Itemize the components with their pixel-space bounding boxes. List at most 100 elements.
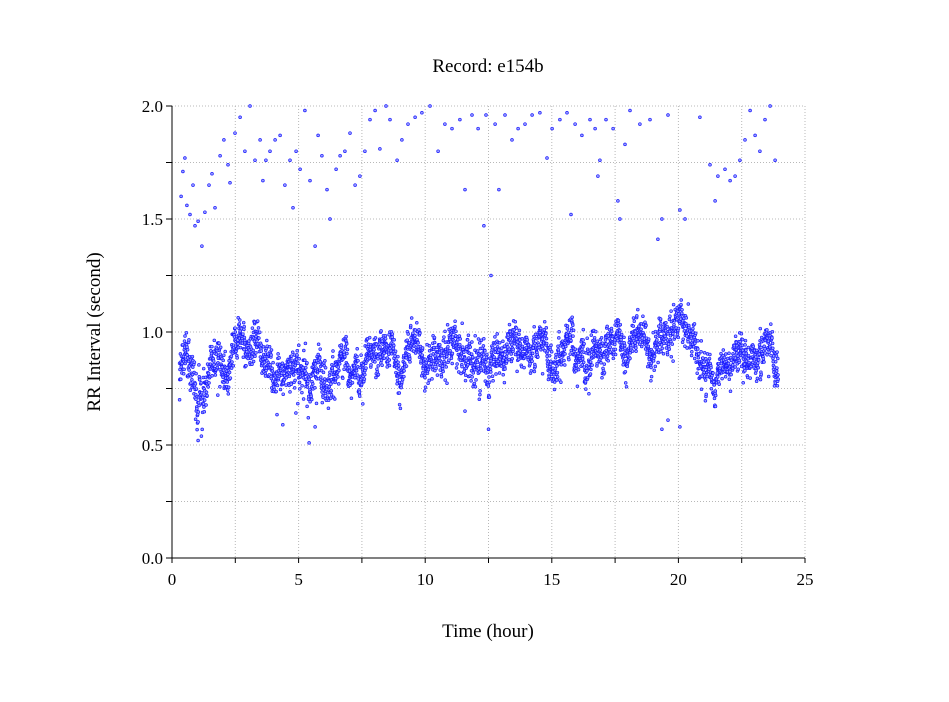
data-point <box>761 357 766 361</box>
data-point <box>641 314 645 318</box>
data-point <box>562 348 567 352</box>
data-point <box>418 331 422 336</box>
data-point <box>328 370 332 375</box>
data-point <box>194 392 198 397</box>
data-point <box>518 341 522 346</box>
data-point <box>196 410 201 414</box>
data-point <box>182 339 187 343</box>
data-point <box>218 153 222 158</box>
data-point <box>659 321 663 326</box>
data-point <box>304 365 308 370</box>
data-point <box>282 378 287 382</box>
data-point <box>490 374 495 378</box>
data-point <box>589 367 593 372</box>
data-point <box>723 167 727 172</box>
data-point <box>275 412 279 417</box>
data-point <box>419 373 424 378</box>
data-point <box>361 402 365 406</box>
data-point <box>497 371 502 375</box>
data-point <box>493 122 497 126</box>
data-point <box>237 322 242 326</box>
data-point <box>753 133 757 138</box>
data-point <box>466 363 470 367</box>
data-point <box>580 133 584 138</box>
x-tick-label: 25 <box>797 570 814 589</box>
data-point <box>431 352 436 356</box>
data-point <box>393 349 398 353</box>
data-point <box>696 338 700 343</box>
data-point <box>348 131 352 135</box>
data-point <box>734 351 739 355</box>
data-point <box>311 373 315 377</box>
data-point <box>183 156 187 160</box>
y-tick-label: 1.0 <box>142 323 163 342</box>
data-point <box>673 335 677 339</box>
data-point <box>539 326 543 331</box>
data-point <box>504 354 509 359</box>
data-point <box>762 360 766 364</box>
data-point <box>495 332 499 336</box>
data-point <box>665 352 670 357</box>
data-point <box>550 126 554 131</box>
data-point <box>730 363 735 367</box>
data-point <box>359 353 363 357</box>
x-tick-label: 20 <box>670 570 687 589</box>
data-point <box>202 398 207 402</box>
data-point <box>566 330 571 334</box>
data-point <box>411 331 415 335</box>
data-point <box>261 178 265 183</box>
data-point <box>251 348 255 353</box>
data-point <box>233 131 237 135</box>
data-point <box>207 183 211 187</box>
data-point <box>196 400 201 405</box>
data-point <box>664 321 668 325</box>
data-point <box>449 356 454 361</box>
data-point <box>406 122 410 126</box>
data-point <box>336 375 340 379</box>
data-point <box>307 377 312 382</box>
data-point <box>238 115 242 120</box>
data-point <box>487 395 492 399</box>
data-point <box>505 342 509 346</box>
data-point <box>426 367 431 372</box>
data-point <box>549 359 553 364</box>
data-point <box>571 323 575 327</box>
data-point <box>288 390 292 394</box>
x-tick-label: 10 <box>417 570 434 589</box>
data-point <box>211 359 216 363</box>
data-point <box>502 362 506 367</box>
data-point <box>221 358 225 363</box>
data-point <box>739 332 744 336</box>
data-point <box>738 158 742 162</box>
x-tick-label: 5 <box>294 570 303 589</box>
data-point <box>465 338 470 342</box>
data-point <box>398 406 403 411</box>
data-point <box>181 372 186 376</box>
data-point <box>649 365 653 370</box>
data-point <box>476 337 481 341</box>
data-point <box>613 352 618 357</box>
data-point <box>432 340 437 345</box>
data-point <box>746 345 751 350</box>
data-point <box>564 344 568 349</box>
data-point <box>765 352 769 357</box>
data-point <box>491 379 495 383</box>
data-point <box>660 325 665 329</box>
data-point <box>345 363 350 367</box>
data-point <box>423 385 428 389</box>
data-point <box>355 354 359 359</box>
data-point <box>364 366 368 370</box>
data-point <box>481 352 486 357</box>
data-point <box>210 374 214 378</box>
data-point <box>184 330 189 335</box>
data-point <box>280 361 285 365</box>
data-point <box>646 344 651 349</box>
data-point <box>587 392 591 396</box>
data-point <box>222 138 226 142</box>
data-point <box>689 353 694 358</box>
data-point <box>709 365 713 370</box>
y-tick-label: 0.0 <box>142 549 163 568</box>
data-point <box>484 360 488 364</box>
data-point <box>470 113 474 117</box>
data-point <box>265 338 269 343</box>
